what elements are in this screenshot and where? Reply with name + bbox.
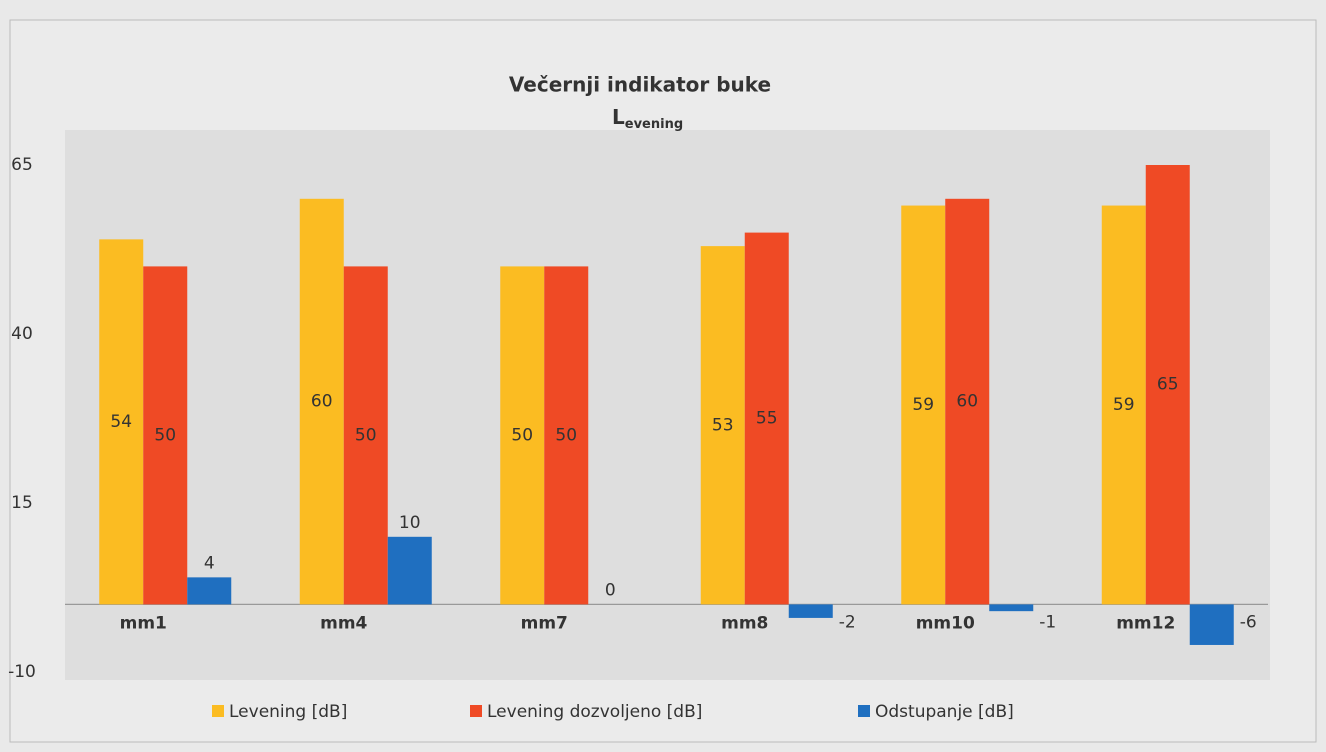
data-label: 60 (956, 392, 978, 412)
bar (744, 232, 789, 605)
x-tick-label: mm4 (320, 613, 367, 633)
bar (1189, 604, 1234, 645)
data-label: 65 (1157, 375, 1179, 395)
bar (299, 198, 344, 605)
bar (343, 266, 388, 605)
bar (1101, 205, 1146, 605)
data-label: 50 (355, 425, 377, 445)
data-label: 55 (756, 409, 778, 429)
chart-title: Večernji indikator buke (509, 73, 771, 97)
bar (700, 246, 745, 605)
x-tick-label: mm10 (916, 613, 975, 633)
y-tick-label: 40 (11, 324, 33, 344)
data-label: -1 (1039, 612, 1056, 632)
legend-swatch (858, 705, 870, 717)
bar (387, 536, 432, 605)
y-tick-label: 15 (11, 493, 33, 513)
bar (500, 266, 545, 605)
x-tick-label: mm7 (521, 613, 568, 633)
legend-label: Levening dozvoljeno [dB] (487, 702, 702, 722)
bar (989, 604, 1034, 612)
bar (544, 266, 589, 605)
data-label: 10 (399, 513, 421, 533)
subtitle-subscript: evening (625, 117, 683, 132)
data-label: 4 (204, 553, 215, 573)
data-label: 59 (1113, 395, 1135, 415)
data-label: 0 (605, 580, 616, 600)
x-tick-label: mm8 (721, 613, 768, 633)
chart-subtitle: Levening (612, 105, 683, 132)
bar (788, 604, 833, 618)
data-label: 53 (712, 415, 734, 435)
data-label: 50 (511, 425, 533, 445)
data-label: -6 (1240, 612, 1257, 632)
bar (1145, 165, 1190, 605)
data-label: 50 (555, 425, 577, 445)
legend-label: Levening [dB] (229, 702, 347, 722)
bar (143, 266, 188, 605)
bar (901, 205, 946, 605)
bar (99, 239, 144, 605)
y-tick-label: -10 (8, 662, 36, 682)
data-label: 50 (154, 425, 176, 445)
data-label: -2 (839, 612, 856, 632)
bar (945, 198, 990, 605)
plot-area (65, 130, 1270, 680)
legend-swatch (470, 705, 482, 717)
subtitle-main: L (612, 105, 625, 129)
data-label: 59 (912, 395, 934, 415)
x-tick-label: mm1 (120, 613, 167, 633)
legend-swatch (212, 705, 224, 717)
y-tick-label: 65 (11, 155, 33, 175)
legend-label: Odstupanje [dB] (875, 702, 1014, 722)
data-label: 60 (311, 392, 333, 412)
data-label: 54 (110, 412, 132, 432)
bar (187, 577, 232, 605)
x-tick-label: mm12 (1116, 613, 1175, 633)
